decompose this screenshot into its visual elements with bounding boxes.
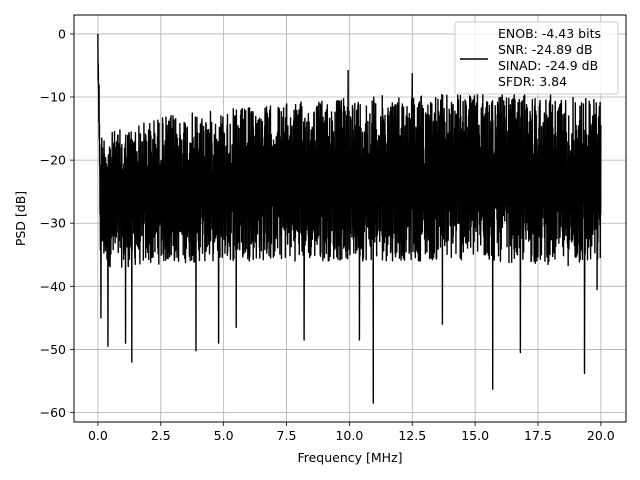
legend-sfdr: SFDR: 3.84 [498,74,567,89]
x-tick-label: 12.5 [398,428,426,443]
legend: ENOB: -4.43 bits SNR: -24.89 dB SINAD: -… [454,21,619,95]
x-tick-label: 15.0 [461,428,489,443]
legend-sinad: SINAD: -24.9 dB [498,58,598,73]
axis-ticks: 0.0 2.5 5.0 7.5 10.0 12.5 15.0 17.5 20.0 0 −10 −20 −… [40,26,615,443]
y-tick-label: −20 [40,153,66,168]
y-tick-label: −40 [40,279,66,294]
y-axis-label: PSD [dB] [13,191,28,246]
x-tick-label: 10.0 [335,428,363,443]
plot-frame [73,14,627,423]
x-tick-label: 20.0 [587,428,615,443]
x-tick-label: 2.5 [151,428,171,443]
x-tick-label: 17.5 [524,428,552,443]
y-tick-label: −50 [40,342,66,357]
y-tick-label: −60 [40,405,66,420]
legend-box [454,21,619,95]
x-axis-label: Frequency [MHz] [297,450,402,465]
x-tick-label: 0.0 [88,428,108,443]
y-tick-label: −10 [40,90,66,105]
psd-line [97,33,602,404]
x-tick-label: 5.0 [214,428,234,443]
y-tick-label: 0 [58,26,66,41]
x-tick-label: 7.5 [277,428,297,443]
legend-snr: SNR: -24.89 dB [498,42,593,57]
legend-enob: ENOB: -4.43 bits [498,26,601,41]
psd-series [97,33,602,404]
y-tick-label: −30 [40,216,66,231]
